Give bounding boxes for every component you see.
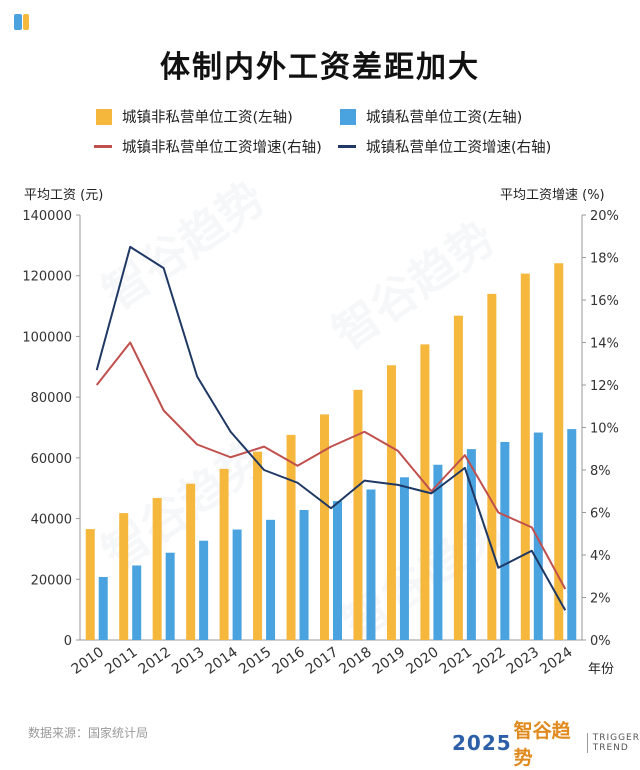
legend-label: 城镇非私营单位工资(左轴) — [122, 110, 293, 126]
bar-private — [433, 464, 443, 640]
bar-public — [554, 263, 564, 640]
bar-public — [453, 315, 463, 640]
left-tick-label: 0 — [64, 634, 72, 649]
chart-plot: 0 20000 40000 60000 80000 100000 120000 140000 0… — [22, 209, 619, 678]
legend-label: 城镇非私营单位工资增速(右轴) — [122, 140, 322, 156]
bar-private — [98, 576, 108, 640]
left-tick-label: 20000 — [31, 573, 72, 588]
legend-swatch — [340, 108, 356, 125]
bar-private — [466, 449, 476, 640]
x-tick-label: 2024 — [537, 644, 575, 678]
bar-public — [320, 414, 329, 640]
right-axis-title: 平均工资增速 (%) — [500, 188, 605, 203]
brand-logo: 2025 智谷趋势 TRIGGER TREND — [452, 716, 640, 770]
brand-year: 2025 — [452, 731, 512, 755]
brand-en-line2: TREND — [592, 743, 629, 753]
x-axis-title: 年份 — [588, 662, 615, 677]
bar-private — [366, 489, 376, 640]
left-axis-title: 平均工资 (元) — [24, 188, 104, 203]
bar-public — [487, 293, 497, 640]
legend-label: 城镇私营单位工资(左轴) — [366, 110, 523, 126]
right-tick-label: 10% — [590, 422, 619, 437]
bar-private — [232, 529, 242, 640]
x-tick-label: 2018 — [336, 644, 374, 678]
legend-item-line-public: 城镇非私营单位工资增速(右轴) — [94, 136, 322, 157]
data-source: 数据来源：国家统计局 — [28, 726, 149, 740]
right-tick-label: 14% — [590, 337, 619, 352]
bar-public — [286, 434, 296, 640]
x-tick-label: 2011 — [102, 644, 140, 678]
bar-public — [186, 483, 196, 640]
bar-private — [567, 429, 577, 640]
x-tick-label: 2022 — [470, 644, 508, 678]
brand-en-line1: TRIGGER — [592, 733, 640, 743]
right-tick-label: 8% — [590, 464, 611, 479]
left-tick-label: 80000 — [31, 391, 72, 406]
x-tick-label: 2023 — [504, 644, 542, 678]
bar-public — [253, 451, 263, 640]
bar-private — [533, 432, 543, 640]
x-tick-label: 2017 — [303, 644, 341, 678]
bar-private — [266, 519, 276, 640]
right-tick-label: 16% — [590, 294, 619, 309]
right-tick-label: 4% — [590, 549, 611, 564]
x-tick-label: 2019 — [370, 644, 408, 678]
x-tick-label: 2016 — [269, 644, 307, 678]
left-tick-label: 60000 — [31, 452, 72, 467]
left-tick-label: 100000 — [22, 330, 72, 345]
left-tick-label: 120000 — [22, 270, 72, 285]
x-tick-label: 2021 — [437, 644, 475, 678]
chart-title: 体制内外工资差距加大 — [160, 50, 480, 85]
bar-public — [119, 513, 129, 640]
line-private-growth — [95, 245, 567, 611]
bar-public — [152, 498, 162, 640]
bar-private — [299, 509, 309, 640]
bar-public — [520, 273, 530, 640]
legend-item-bar-private: 城镇私营单位工资(左轴) — [340, 106, 522, 127]
bar-private — [333, 501, 342, 640]
bar-private — [165, 552, 175, 640]
x-tick-label: 2010 — [69, 644, 107, 678]
bar-private — [199, 540, 209, 640]
bar-private — [500, 441, 510, 640]
right-tick-label: 0% — [590, 634, 611, 649]
left-tick-label: 140000 — [22, 209, 72, 224]
corner-accent-icon — [14, 14, 40, 30]
right-tick-label: 2% — [590, 592, 611, 607]
legend-item-bar-public: 城镇非私营单位工资(左轴) — [96, 106, 293, 127]
legend-swatch — [94, 145, 112, 148]
bar-public — [386, 365, 396, 640]
legend-item-line-private: 城镇私营单位工资增速(右轴) — [338, 136, 551, 157]
legend-label: 城镇私营单位工资增速(右轴) — [366, 140, 552, 156]
right-tick-label: 18% — [590, 252, 619, 267]
x-tick-label: 2020 — [403, 644, 441, 678]
bar-public — [219, 468, 229, 640]
legend-swatch — [338, 145, 356, 148]
bar-private — [399, 477, 409, 640]
x-tick-label: 2014 — [203, 644, 241, 678]
right-tick-label: 20% — [590, 209, 619, 224]
line-public-growth — [95, 341, 567, 590]
bar-public — [353, 389, 363, 640]
right-tick-label: 6% — [590, 507, 611, 522]
x-tick-label: 2013 — [169, 644, 207, 678]
right-tick-label: 12% — [590, 379, 619, 394]
brand-en: TRIGGER TREND — [586, 733, 640, 753]
x-tick-label: 2015 — [236, 644, 274, 678]
bar-private — [132, 565, 142, 640]
left-tick-label: 40000 — [31, 513, 72, 528]
legend-swatch — [96, 108, 112, 125]
bar-public — [85, 529, 95, 640]
x-tick-label: 2012 — [136, 644, 174, 678]
